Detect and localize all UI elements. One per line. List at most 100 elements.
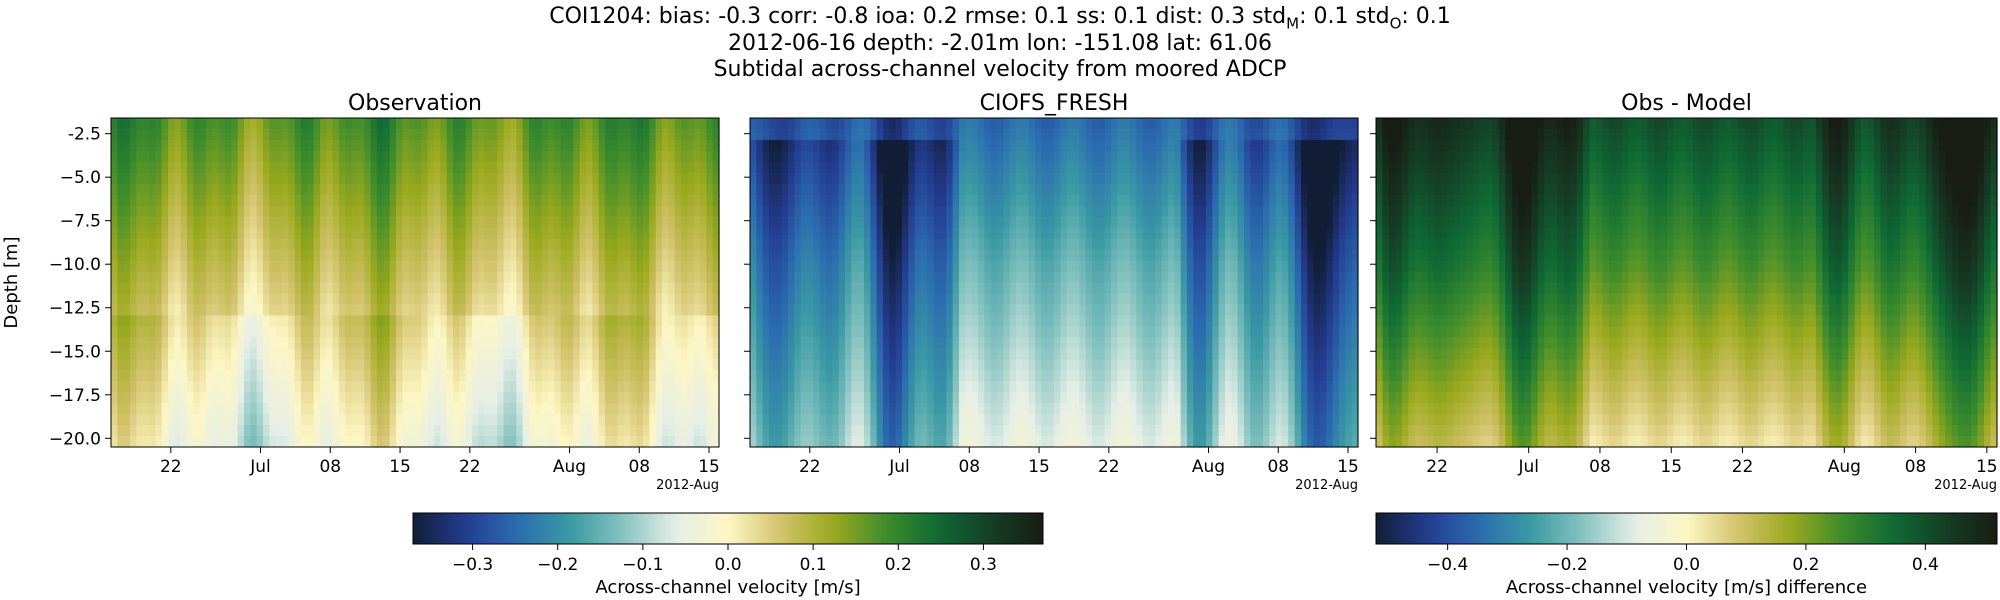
heatmap-cell (1066, 194, 1074, 207)
heatmap-cell (668, 139, 676, 152)
heatmap-cell (263, 216, 270, 229)
heatmap-cell (174, 414, 182, 426)
heatmap-cell (586, 370, 593, 382)
heatmap-cell (288, 403, 296, 415)
heatmap-cell (307, 183, 315, 196)
heatmap-cell (193, 260, 201, 273)
heatmap-cell (984, 139, 992, 152)
heatmap-cell (427, 260, 435, 273)
heatmap-cell (706, 326, 714, 338)
heatmap-cell (421, 370, 429, 382)
heatmap-cell (275, 293, 283, 306)
heatmap-cell (136, 414, 144, 426)
heatmap-cell (750, 392, 757, 404)
heatmap-cell (908, 128, 916, 141)
heatmap-cell (605, 238, 612, 251)
heatmap-cell (1060, 128, 1068, 141)
heatmap-cell (997, 128, 1004, 141)
heatmap-cell (187, 337, 194, 349)
heatmap-cell (624, 150, 631, 163)
heatmap-cell (952, 260, 960, 273)
heatmap-cell (605, 282, 612, 295)
heatmap-cell (1054, 172, 1061, 185)
heatmap-cell (921, 128, 928, 141)
heatmap-cell (421, 359, 429, 371)
heatmap-cell (560, 205, 568, 218)
heatmap-cell (491, 337, 498, 349)
heatmap-cell (1155, 194, 1163, 207)
heatmap-cell (921, 205, 928, 218)
heatmap-cell (1003, 128, 1011, 141)
heatmap-cell (857, 118, 865, 130)
heatmap-cell (434, 139, 441, 152)
heatmap-cell (750, 128, 757, 141)
heatmap-cell (978, 238, 985, 251)
heatmap-cell (250, 425, 258, 437)
heatmap-cell (402, 128, 410, 141)
heatmap-cell (263, 392, 270, 404)
heatmap-cell (465, 194, 473, 207)
heatmap-cell (560, 282, 568, 295)
heatmap-cell (990, 128, 998, 141)
heatmap-cell (781, 205, 789, 218)
heatmap-cell (1123, 392, 1131, 404)
heatmap-cell (1066, 282, 1074, 295)
heatmap-cell (332, 271, 340, 284)
heatmap-cell (605, 359, 612, 371)
heatmap-cell (1104, 370, 1112, 382)
heatmap-cell (883, 205, 890, 218)
heatmap-cell (345, 315, 353, 327)
heatmap-cell (649, 436, 657, 448)
heatmap-cell (415, 392, 422, 404)
heatmap-cell (301, 315, 308, 327)
heatmap-cell (149, 359, 156, 371)
heatmap-cell (978, 172, 985, 185)
y-tick-label: −7.5 (60, 212, 101, 232)
heatmap-cell (497, 227, 505, 240)
heatmap-cell (548, 348, 555, 360)
heatmap-cell (1035, 304, 1042, 316)
heatmap-cell (1060, 304, 1068, 316)
heatmap-cell (503, 238, 511, 251)
heatmap-cell (838, 293, 846, 306)
heatmap-cell (206, 139, 213, 152)
heatmap-cell (889, 238, 897, 251)
heatmap-cell (402, 359, 410, 371)
heatmap-cell (294, 183, 302, 196)
heatmap-cell (459, 282, 467, 295)
heatmap-cell (560, 348, 568, 360)
heatmap-cell (674, 348, 682, 360)
heatmap-cell (288, 271, 296, 284)
heatmap-cell (624, 227, 631, 240)
heatmap-cell (535, 282, 543, 295)
heatmap-cell (1016, 381, 1023, 393)
heatmap-cell (421, 293, 429, 306)
heatmap-cell (838, 227, 846, 240)
heatmap-cell (1104, 436, 1112, 448)
heatmap-cell (788, 238, 795, 251)
heatmap-cell (193, 118, 201, 130)
heatmap-cell (845, 205, 852, 218)
heatmap-cell (921, 403, 928, 415)
heatmap-cell (630, 414, 638, 426)
heatmap-cell (750, 293, 757, 306)
heatmap-cell (1028, 293, 1036, 306)
heatmap-cell (838, 139, 846, 152)
heatmap-cell (491, 194, 498, 207)
heatmap-cell (174, 249, 182, 262)
heatmap-cell (149, 425, 156, 437)
heatmap-cell (750, 359, 757, 371)
heatmap-cell (377, 381, 384, 393)
heatmap-cell (712, 359, 720, 371)
heatmap-cell (377, 260, 384, 273)
heatmap-cell (1104, 271, 1112, 284)
heatmap-cell (933, 436, 941, 448)
heatmap-cell (592, 370, 600, 382)
heatmap-cell (769, 381, 776, 393)
heatmap-cell (946, 172, 954, 185)
heatmap-cell (573, 183, 581, 196)
heatmap-cell (459, 326, 467, 338)
heatmap-cell (579, 425, 587, 437)
heatmap-cell (408, 337, 416, 349)
heatmap-cell (142, 348, 150, 360)
